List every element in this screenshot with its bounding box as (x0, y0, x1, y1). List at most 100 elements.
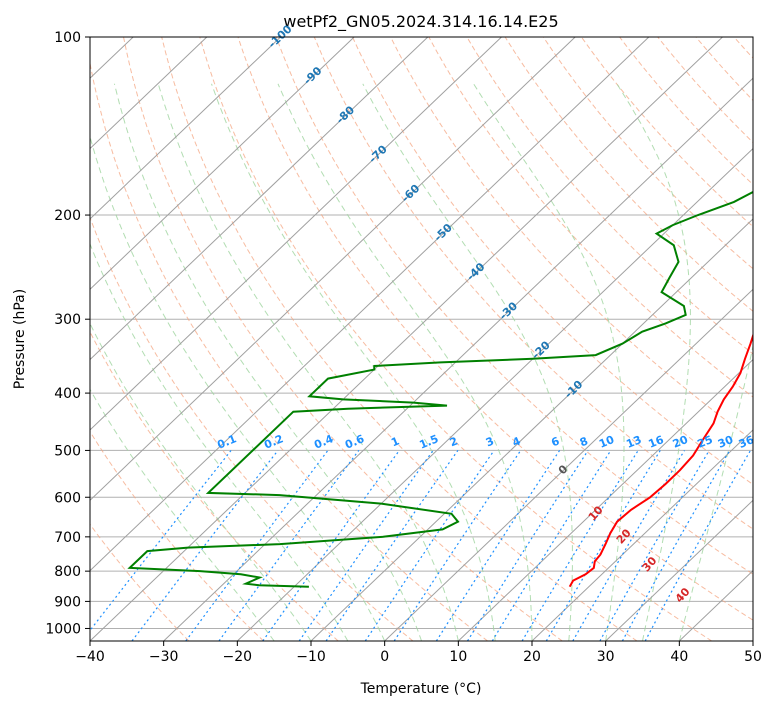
dry-adiabat (123, 37, 563, 641)
isotherm-line (90, 37, 502, 431)
mixing-ratio-line (393, 450, 522, 641)
dry-adiabat (352, 37, 753, 486)
mixing-ratio-label: 0.1 (215, 432, 238, 451)
x-tick-label: −30 (149, 649, 179, 665)
isotherm-line (531, 429, 753, 641)
dry-adiabat (161, 37, 638, 641)
isotherm-line (752, 640, 753, 641)
dry-adiabat (466, 37, 753, 355)
temperature-trace (568, 332, 753, 588)
isotherm-line (384, 288, 753, 641)
mixing-ratio-line (435, 450, 561, 641)
mixing-ratio-line (218, 450, 360, 641)
isotherm-line (310, 218, 753, 641)
mixing-ratio-line (621, 450, 731, 641)
x-tick-label: 40 (670, 649, 688, 665)
x-tick-label: −20 (223, 649, 253, 665)
dry-adiabat (90, 330, 339, 641)
moist-adiabat (90, 242, 349, 641)
y-tick-label: 300 (54, 312, 81, 328)
mixing-ratio-label: 4 (511, 434, 523, 449)
dry-adiabat-label: 40 (673, 585, 693, 605)
moist-adiabat (90, 322, 312, 641)
isotherm-line (163, 77, 753, 641)
mixing-ratio-label: 6 (549, 434, 561, 449)
dry-adiabat-label: 10 (586, 503, 606, 523)
isotherm-line (90, 37, 208, 150)
dry-adiabat (428, 37, 753, 398)
mixing-ratio-line (572, 450, 686, 641)
isotherm-line (90, 37, 429, 361)
dry-adiabat (199, 37, 712, 641)
dry-adiabat (542, 37, 753, 270)
chart-title: wetPf2_GN05.2024.314.16.14.E25 (283, 12, 558, 32)
axis-ticks: −40 −30 −20 −10 0 10 20 30 40 5010020030040050060… (45, 30, 762, 665)
mixing-ratio-line (545, 450, 661, 641)
y-tick-label: 900 (54, 594, 81, 610)
dry-adiabat (313, 37, 753, 530)
mixing-ratio-label: 1 (389, 434, 401, 449)
x-tick-label: 30 (597, 649, 615, 665)
mixing-ratio-label: 0.4 (312, 432, 335, 451)
mixing-ratio-label: 2 (448, 434, 460, 449)
x-tick-label: −40 (75, 649, 105, 665)
isotherm-line (90, 37, 723, 641)
y-axis-label: Pressure (hPa) (12, 289, 28, 389)
mixing-ratio-line (521, 450, 639, 641)
dewpoint-trace (127, 190, 753, 588)
mixing-ratio-label: 25 (695, 433, 714, 451)
mixing-ratio-label: 3 (484, 434, 496, 449)
x-tick-label: 50 (744, 649, 762, 665)
isotherm-line (90, 37, 355, 290)
moist-adiabat (362, 83, 574, 641)
dry-adiabat (580, 37, 753, 228)
isotherm-line (0, 37, 60, 641)
x-tick-label: 0 (380, 649, 389, 665)
line-labels: -100-90-80-70-60-50-40-30-20-1000.1 0.2 0.… (215, 22, 756, 605)
background-lines (0, 37, 753, 641)
isotherm-line (236, 147, 753, 641)
mixing-ratio-label: 16 (647, 433, 666, 451)
moist-adiabat (473, 83, 625, 641)
y-tick-label: 400 (54, 386, 81, 402)
x-axis-label: Temperature (°C) (360, 681, 482, 697)
mixing-ratio-line (466, 450, 589, 641)
y-tick-label: 600 (54, 490, 81, 506)
mixing-ratio-line (298, 450, 434, 641)
mixing-ratio-label: 1.5 (417, 432, 440, 451)
isotherm-line (90, 37, 650, 572)
dry-adiabat (390, 37, 753, 442)
y-tick-label: 700 (54, 530, 81, 546)
moist-adiabat (211, 83, 496, 641)
mixing-ratio-label: 8 (578, 434, 590, 449)
dry-adiabat (733, 37, 753, 59)
x-tick-label: 20 (523, 649, 541, 665)
x-tick-label: −10 (296, 649, 326, 665)
y-tick-label: 100 (54, 30, 81, 46)
y-tick-label: 800 (54, 564, 81, 580)
y-tick-label: 500 (54, 443, 81, 459)
y-tick-label: 200 (54, 208, 81, 224)
x-tick-label: 10 (449, 649, 467, 665)
moist-adiabat (90, 134, 386, 641)
mixing-ratio-line (364, 450, 495, 641)
mixing-ratio-line (644, 450, 752, 641)
isotherm-line (90, 37, 281, 220)
moist-adiabat (616, 83, 691, 641)
isotherm-line (605, 499, 753, 641)
mixing-ratio-line (325, 450, 459, 641)
sounding-lines (127, 190, 753, 588)
mixing-ratio-line (491, 450, 612, 641)
moist-adiabat (678, 344, 753, 641)
mixing-ratio-label: 13 (624, 433, 643, 451)
dry-adiabat (90, 60, 488, 641)
moist-adiabat (277, 83, 533, 641)
mixing-ratio-label: 0.6 (343, 432, 366, 451)
dry-adiabat (695, 37, 753, 102)
dry-adiabat (657, 37, 753, 144)
mixing-ratio-line (262, 450, 400, 641)
isotherm-line (90, 37, 576, 501)
mixing-ratio-line (599, 450, 710, 641)
moist-adiabat (90, 388, 275, 641)
